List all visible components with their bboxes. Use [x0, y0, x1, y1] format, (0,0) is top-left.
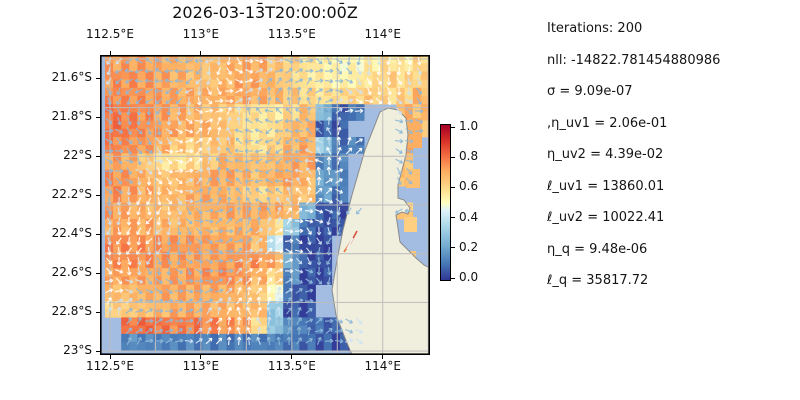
x-tick-label-bottom: 112.5°E: [86, 359, 134, 373]
x-tickmark-bottom: [291, 355, 293, 359]
x-tick-label-bottom: 113°E: [182, 359, 220, 373]
stats-line: η_uv2 = 4.39e-02: [547, 147, 664, 162]
stats-panel: Iterations: 200 nll: -14822.781454880986 σ…: [547, 0, 797, 400]
x-tick-label-bottom: 113.5°E: [267, 359, 316, 373]
colorbar-tickmark: [451, 277, 455, 279]
stats-line: ,η_uv1 = 2.06e-01: [547, 115, 668, 131]
y-tickmark: [96, 350, 100, 352]
gulf-data-cell: [406, 169, 420, 188]
stats-line: nll: -14822.781454880986: [547, 52, 721, 68]
y-tick-label: 22.6°S: [51, 265, 92, 280]
y-tick-label: 22.4°S: [51, 226, 92, 241]
stats-line: Iterations: 200: [547, 21, 643, 36]
stats-line: ℓ_uv1 = 13860.01: [547, 178, 665, 194]
x-tickmark-top: [382, 51, 384, 55]
y-tick-label: 21.6°S: [51, 70, 92, 85]
gulf-data-cell: [404, 217, 417, 232]
colorbar-tickmark: [451, 156, 455, 158]
colorbar-tick-label: 0.4: [459, 209, 479, 224]
stats-line: ℓ_q = 35817.72: [547, 273, 649, 288]
map-svg: [100, 55, 430, 355]
y-tickmark: [96, 77, 100, 79]
x-tickmark-top: [200, 51, 202, 55]
y-tickmark: [96, 272, 100, 274]
y-tick-label: 22.2°S: [51, 187, 92, 202]
colorbar-tick-label: 0.2: [459, 239, 479, 254]
y-tick-label: 21.8°S: [51, 109, 92, 124]
colorbar-tick-label: 0.8: [459, 149, 479, 164]
colorbar-tickmark: [451, 126, 455, 128]
land-coastline: [331, 107, 430, 355]
map-plot: [100, 55, 430, 355]
stats-line: η_q = 9.48e-06: [547, 241, 648, 257]
colorbar-tickmark: [451, 217, 455, 219]
stats-line: ℓ_uv2 = 10022.41: [547, 210, 665, 225]
y-tick-label: 23°S: [63, 343, 92, 358]
x-tick-label-top: 113°E: [182, 27, 220, 41]
x-tick-label-top: 112.5°E: [86, 27, 134, 41]
x-tickmark-bottom: [109, 355, 111, 359]
colorbar-tickmark: [451, 186, 455, 188]
y-tickmark: [96, 233, 100, 235]
x-tick-label-top: 114°E: [364, 27, 401, 41]
colorbar: [440, 124, 451, 281]
map-border: [100, 55, 430, 355]
x-tickmark-bottom: [200, 355, 202, 359]
x-tick-label-bottom: 114°E: [364, 359, 401, 373]
stats-line: σ = 9.09e-07: [547, 84, 633, 99]
y-tickmark: [96, 155, 100, 157]
front-dash-mark: [346, 237, 354, 250]
y-tick-label: 22°S: [63, 148, 92, 163]
x-tick-label-top: 113.5°E: [267, 27, 316, 41]
x-tickmark-bottom: [382, 355, 384, 359]
colorbar-tick-label: 1.0: [459, 119, 479, 133]
x-tickmark-top: [291, 51, 293, 55]
colorbar-tickmark: [451, 247, 455, 249]
y-tickmark: [96, 311, 100, 313]
y-tick-label: 22.8°S: [51, 304, 92, 319]
plot-title: 2026-03-13̄T20:00:00̄Z: [172, 3, 358, 22]
y-tickmark: [96, 116, 100, 118]
x-tickmark-top: [109, 51, 111, 55]
colorbar-tick-label: 0.0: [459, 270, 479, 284]
y-tickmark: [96, 194, 100, 196]
colorbar-tick-label: 0.6: [459, 179, 479, 194]
